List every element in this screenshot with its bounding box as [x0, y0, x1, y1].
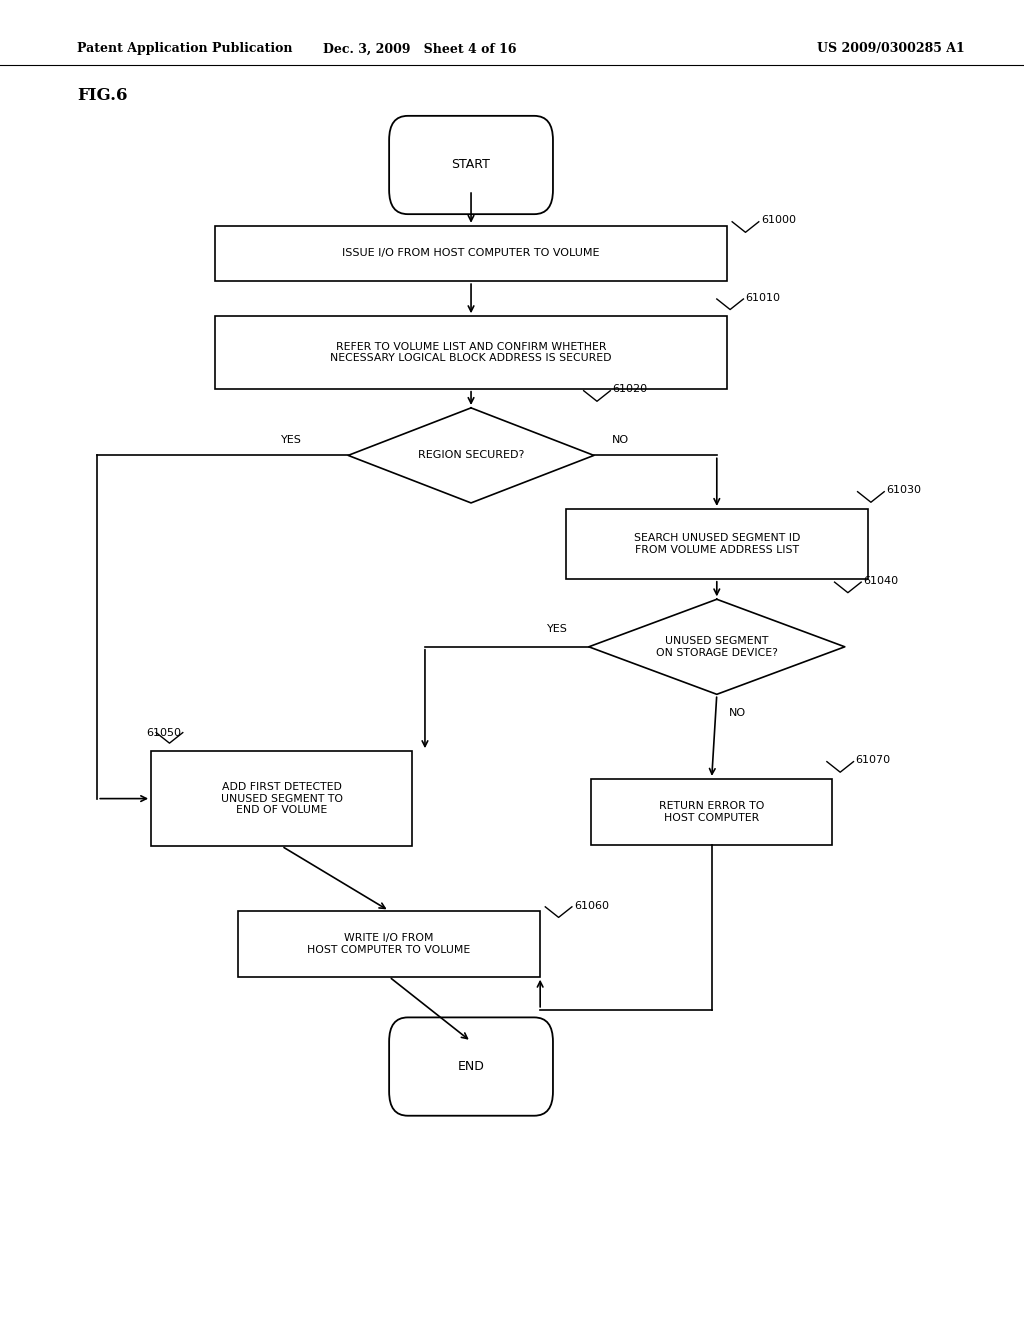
- FancyBboxPatch shape: [389, 116, 553, 214]
- Text: START: START: [452, 158, 490, 172]
- Text: US 2009/0300285 A1: US 2009/0300285 A1: [817, 42, 965, 55]
- Text: ADD FIRST DETECTED
UNUSED SEGMENT TO
END OF VOLUME: ADD FIRST DETECTED UNUSED SEGMENT TO END…: [220, 781, 343, 816]
- Text: NO: NO: [612, 434, 630, 445]
- Bar: [152, 751, 412, 846]
- Text: Dec. 3, 2009   Sheet 4 of 16: Dec. 3, 2009 Sheet 4 of 16: [324, 42, 516, 55]
- Text: 61020: 61020: [612, 384, 647, 395]
- Text: FIG.6: FIG.6: [77, 87, 127, 103]
- Text: ISSUE I/O FROM HOST COMPUTER TO VOLUME: ISSUE I/O FROM HOST COMPUTER TO VOLUME: [342, 248, 600, 259]
- Text: END: END: [458, 1060, 484, 1073]
- Text: UNUSED SEGMENT
ON STORAGE DEVICE?: UNUSED SEGMENT ON STORAGE DEVICE?: [655, 636, 778, 657]
- Text: 61060: 61060: [573, 900, 609, 911]
- Bar: [215, 315, 727, 388]
- Text: Patent Application Publication: Patent Application Publication: [77, 42, 292, 55]
- Bar: [565, 510, 867, 578]
- Text: 61000: 61000: [761, 215, 796, 226]
- Bar: [215, 226, 727, 281]
- Text: NO: NO: [729, 708, 746, 718]
- Bar: [591, 779, 831, 845]
- FancyBboxPatch shape: [389, 1018, 553, 1115]
- Text: 61050: 61050: [146, 727, 181, 738]
- Text: 61070: 61070: [856, 755, 891, 766]
- Text: 61010: 61010: [745, 293, 780, 302]
- Text: REGION SECURED?: REGION SECURED?: [418, 450, 524, 461]
- Bar: [238, 911, 541, 977]
- Text: REFER TO VOLUME LIST AND CONFIRM WHETHER
NECESSARY LOGICAL BLOCK ADDRESS IS SECU: REFER TO VOLUME LIST AND CONFIRM WHETHER…: [331, 342, 611, 363]
- Text: 61030: 61030: [886, 486, 922, 495]
- Text: SEARCH UNUSED SEGMENT ID
FROM VOLUME ADDRESS LIST: SEARCH UNUSED SEGMENT ID FROM VOLUME ADD…: [634, 533, 800, 554]
- Text: 61040: 61040: [863, 576, 898, 586]
- Text: YES: YES: [282, 434, 302, 445]
- Text: RETURN ERROR TO
HOST COMPUTER: RETURN ERROR TO HOST COMPUTER: [659, 801, 764, 822]
- Polygon shape: [589, 599, 845, 694]
- Text: YES: YES: [548, 623, 568, 634]
- Polygon shape: [348, 408, 594, 503]
- Text: WRITE I/O FROM
HOST COMPUTER TO VOLUME: WRITE I/O FROM HOST COMPUTER TO VOLUME: [307, 933, 471, 954]
